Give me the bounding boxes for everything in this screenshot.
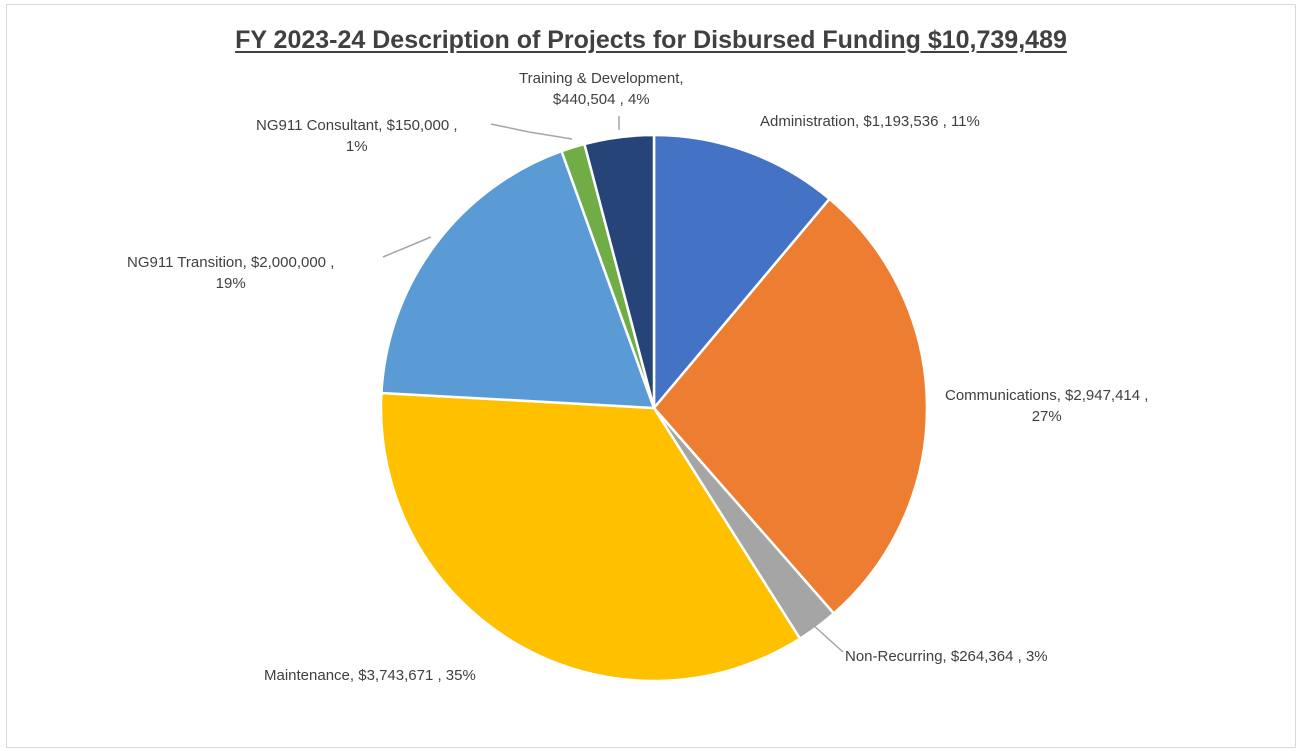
data-label-communications: Communications, $2,947,414 , 27% [945, 387, 1149, 425]
data-label-maintenance: Maintenance, $3,743,671 , 35% [264, 667, 476, 684]
data-label-ng911-transition: NG911 Transition, $2,000,000 , 19% [127, 254, 335, 292]
leader-line-ng911-consultant [490, 123, 573, 140]
data-label-administration: Administration, $1,193,536 , 11% [760, 113, 980, 130]
leader-line-ng911-transition [382, 236, 432, 258]
data-label-non-recurring: Non-Recurring, $264,364 , 3% [845, 648, 1048, 665]
pie-slice-ng911-transition [380, 149, 656, 410]
pie-slice-administration [652, 133, 831, 410]
data-label-training-development: Training & Development, $440,504 , 4% [519, 70, 684, 108]
data-label-ng911-consultant: NG911 Consultant, $150,000 , 1% [256, 117, 458, 155]
pie-slice-communications [652, 197, 929, 615]
pie-slice-maintenance [379, 391, 802, 683]
pie-slice-training-development [583, 133, 656, 410]
leader-line-non-recurring [811, 623, 844, 653]
chart-title: FY 2023-24 Description of Projects for D… [235, 26, 1067, 54]
